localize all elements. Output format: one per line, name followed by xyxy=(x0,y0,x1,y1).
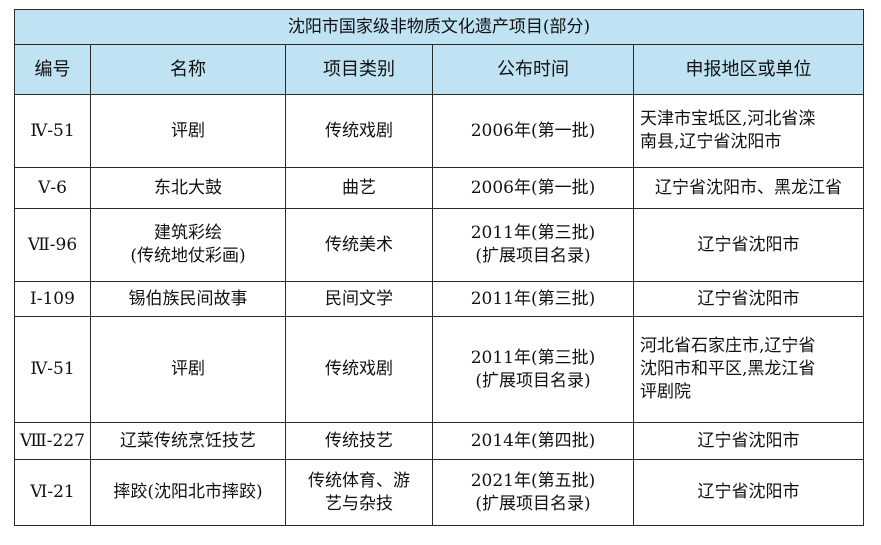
cell-region: 天津市宝坻区,河北省滦 南县,辽宁省沈阳市 xyxy=(632,94,865,168)
cell-id: Ⅵ-21 xyxy=(14,459,91,526)
cell-category: 传统戏剧 xyxy=(285,94,433,168)
cell-id: Ⅷ-227 xyxy=(14,422,91,460)
cell-id: Ⅶ-96 xyxy=(14,208,91,282)
cell-time-line: 2021年(第五批) xyxy=(470,470,596,491)
cell-time-line: (扩展项目名录) xyxy=(475,370,591,391)
table-body: Ⅳ-51 评剧 传统戏剧 2006年(第一批) 天津市宝坻区,河北省滦 南县,辽宁省沈阳市… xyxy=(14,94,865,526)
cell-category-line: 传统戏剧 xyxy=(325,359,393,379)
cell-id: Ⅳ-51 xyxy=(14,94,91,168)
header-category: 项目类别 xyxy=(285,44,433,95)
table-row: Ⅴ-6 东北大鼓 曲艺 2006年(第一批) 辽宁省沈阳市、黑龙江省 xyxy=(14,167,865,209)
cell-time: 2014年(第四批) xyxy=(432,422,634,460)
table-header-row: 编号 名称 项目类别 公布时间 申报地区或单位 xyxy=(14,44,865,95)
cell-region-line: 河北省石家庄市,辽宁省 xyxy=(640,336,816,356)
cell-time-line: (扩展项目名录) xyxy=(475,246,591,266)
cell-name: 建筑彩绘 (传统地仗彩画) xyxy=(90,208,286,282)
cell-category-line: 艺与杂技 xyxy=(325,493,393,514)
table-row: Ⅷ-227 辽菜传统烹饪技艺 传统技艺 2014年(第四批) 辽宁省沈阳市 xyxy=(14,422,865,460)
table-row: Ⅳ-51 评剧 传统戏剧 2011年(第三批) (扩展项目名录) 河北省石家庄市,辽宁省沈… xyxy=(14,316,865,423)
cell-name-line: 摔跤(沈阳北市摔跤) xyxy=(113,482,263,502)
cell-id: Ⅰ-109 xyxy=(14,281,91,317)
cell-time-line: 2011年(第三批) xyxy=(470,288,596,309)
cell-category: 传统美术 xyxy=(285,208,433,282)
table-row: Ⅵ-21 摔跤(沈阳北市摔跤) 传统体育、游 艺与杂技 2021年(第五批) (扩展项目名… xyxy=(14,459,865,526)
cell-time-line: 2014年(第四批) xyxy=(470,430,596,451)
table-row: Ⅳ-51 评剧 传统戏剧 2006年(第一批) 天津市宝坻区,河北省滦 南县,辽宁省沈阳市 xyxy=(14,94,865,168)
cell-region-line: 辽宁省沈阳市 xyxy=(697,234,800,255)
cell-name: 评剧 xyxy=(90,94,286,168)
header-region: 申报地区或单位 xyxy=(632,44,865,95)
cell-id: Ⅳ-51 xyxy=(14,316,91,423)
cell-time-line: 2006年(第一批) xyxy=(470,120,596,141)
cell-time: 2006年(第一批) xyxy=(432,167,634,209)
table-row: Ⅰ-109 锡伯族民间故事 民间文学 2011年(第三批) 辽宁省沈阳市 xyxy=(14,281,865,317)
cell-region: 辽宁省沈阳市 xyxy=(632,459,865,526)
cell-time-line: (扩展项目名录) xyxy=(475,493,591,514)
cell-time: 2011年(第三批) (扩展项目名录) xyxy=(432,316,634,423)
cell-category-line: 传统技艺 xyxy=(325,430,393,451)
cell-name-line: 评剧 xyxy=(171,120,205,141)
cell-name: 东北大鼓 xyxy=(90,167,286,209)
header-time: 公布时间 xyxy=(432,44,634,95)
cell-name: 锡伯族民间故事 xyxy=(90,281,286,317)
header-id: 编号 xyxy=(14,44,91,95)
cell-name-line: 辽菜传统烹饪技艺 xyxy=(120,430,256,451)
cell-region-line: 评剧院 xyxy=(640,382,691,402)
cell-region: 辽宁省沈阳市、黑龙江省 xyxy=(632,167,865,209)
cell-time: 2021年(第五批) (扩展项目名录) xyxy=(432,459,634,526)
cell-name-line: 锡伯族民间故事 xyxy=(128,288,248,309)
cell-category: 民间文学 xyxy=(285,281,433,317)
cell-id: Ⅴ-6 xyxy=(14,167,91,209)
cell-region-line: 辽宁省沈阳市、黑龙江省 xyxy=(655,177,842,198)
cell-name-line: (传统地仗彩画) xyxy=(130,246,246,266)
cell-time: 2011年(第三批) xyxy=(432,281,634,317)
cell-region-line: 辽宁省沈阳市 xyxy=(697,288,800,309)
cell-category-line: 传统戏剧 xyxy=(325,120,393,141)
cell-time: 2011年(第三批) (扩展项目名录) xyxy=(432,208,634,282)
cell-category: 传统戏剧 xyxy=(285,316,433,423)
cell-category-line: 传统体育、游 xyxy=(308,470,410,491)
cell-name: 评剧 xyxy=(90,316,286,423)
cell-time-line: 2011年(第三批) xyxy=(470,223,596,243)
cell-category-line: 民间文学 xyxy=(325,288,393,309)
cell-region-line: 辽宁省沈阳市 xyxy=(697,430,800,451)
cell-region-line: 天津市宝坻区,河北省滦 xyxy=(640,109,816,129)
cell-name-line: 评剧 xyxy=(171,359,205,379)
cell-region-line: 沈阳市和平区,黑龙江省 xyxy=(640,359,816,379)
table-title-row: 沈阳市国家级非物质文化遗产项目(部分) xyxy=(13,9,865,45)
cell-region: 河北省石家庄市,辽宁省 沈阳市和平区,黑龙江省 评剧院 xyxy=(632,316,865,423)
table-row: Ⅶ-96 建筑彩绘 (传统地仗彩画) 传统美术 2011年(第三批) (扩展项目名录) 辽宁… xyxy=(14,208,865,282)
cell-region: 辽宁省沈阳市 xyxy=(632,422,865,460)
header-name: 名称 xyxy=(90,44,286,95)
cell-time: 2006年(第一批) xyxy=(432,94,634,168)
cell-category-line: 传统美术 xyxy=(325,234,393,255)
table-title: 沈阳市国家级非物质文化遗产项目(部分) xyxy=(13,9,865,45)
cell-category: 曲艺 xyxy=(285,167,433,209)
cell-name: 摔跤(沈阳北市摔跤) xyxy=(90,459,286,526)
cell-region-line: 辽宁省沈阳市 xyxy=(697,482,800,502)
cell-time-line: 2011年(第三批) xyxy=(470,347,596,368)
cell-region: 辽宁省沈阳市 xyxy=(632,281,865,317)
cell-region-line: 南县,辽宁省沈阳市 xyxy=(640,132,782,152)
cell-time-line: 2006年(第一批) xyxy=(470,177,596,198)
heritage-table-container: 沈阳市国家级非物质文化遗产项目(部分) 编号 名称 项目类别 公布时间 申报地区… xyxy=(13,9,865,526)
heritage-table: 沈阳市国家级非物质文化遗产项目(部分) 编号 名称 项目类别 公布时间 申报地区… xyxy=(13,9,865,526)
cell-name-line: 东北大鼓 xyxy=(154,177,222,198)
cell-name: 辽菜传统烹饪技艺 xyxy=(90,422,286,460)
cell-region: 辽宁省沈阳市 xyxy=(632,208,865,282)
cell-category: 传统体育、游 艺与杂技 xyxy=(285,459,433,526)
cell-category-line: 曲艺 xyxy=(342,177,376,198)
cell-category: 传统技艺 xyxy=(285,422,433,460)
cell-name-line: 建筑彩绘 xyxy=(154,223,222,243)
